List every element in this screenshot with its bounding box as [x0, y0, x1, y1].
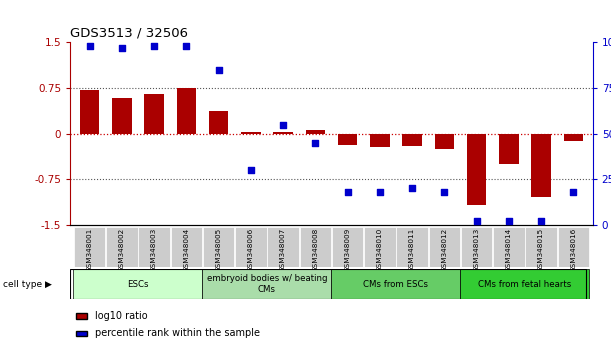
Point	[310, 140, 320, 145]
FancyBboxPatch shape	[461, 227, 492, 267]
Bar	[80, 90, 99, 133]
Point	[407, 185, 417, 191]
FancyBboxPatch shape	[364, 227, 396, 267]
Bar	[209, 110, 229, 133]
Text: GSM348004: GSM348004	[183, 228, 189, 272]
Point	[568, 189, 578, 195]
Bar	[112, 98, 131, 133]
Point	[439, 189, 449, 195]
Text: CMs from ESCs: CMs from ESCs	[364, 280, 428, 289]
FancyBboxPatch shape	[74, 227, 106, 267]
Bar	[467, 133, 486, 205]
Bar	[563, 133, 583, 141]
Point	[536, 218, 546, 224]
Point	[85, 43, 95, 49]
Bar	[532, 133, 551, 198]
FancyBboxPatch shape	[332, 227, 364, 267]
Text: GSM348006: GSM348006	[248, 228, 254, 272]
Text: GDS3513 / 32506: GDS3513 / 32506	[70, 27, 188, 40]
Bar	[241, 132, 260, 133]
FancyBboxPatch shape	[235, 227, 266, 267]
Text: GSM348003: GSM348003	[151, 228, 157, 272]
Point	[181, 43, 191, 49]
Text: GSM348005: GSM348005	[216, 228, 222, 272]
Text: GSM348010: GSM348010	[377, 228, 383, 272]
Text: CMs from fetal hearts: CMs from fetal hearts	[478, 280, 571, 289]
Bar	[274, 132, 293, 133]
Text: GSM348016: GSM348016	[570, 228, 576, 272]
FancyBboxPatch shape	[202, 269, 331, 299]
FancyBboxPatch shape	[493, 227, 525, 267]
Text: GSM348012: GSM348012	[441, 228, 447, 272]
FancyBboxPatch shape	[203, 227, 235, 267]
Text: GSM348008: GSM348008	[312, 228, 318, 272]
FancyBboxPatch shape	[397, 227, 428, 267]
Text: embryoid bodies w/ beating
CMs: embryoid bodies w/ beating CMs	[207, 274, 327, 294]
Bar	[177, 88, 196, 133]
FancyBboxPatch shape	[170, 227, 202, 267]
Point	[149, 43, 159, 49]
Text: GSM348014: GSM348014	[506, 228, 512, 272]
FancyBboxPatch shape	[73, 269, 202, 299]
Text: log10 ratio: log10 ratio	[95, 311, 147, 321]
Text: cell type ▶: cell type ▶	[3, 280, 52, 289]
Bar	[370, 133, 390, 147]
Text: GSM348009: GSM348009	[345, 228, 351, 272]
Point	[117, 45, 126, 51]
Text: GSM348013: GSM348013	[474, 228, 480, 272]
FancyBboxPatch shape	[428, 227, 460, 267]
Point	[343, 189, 353, 195]
Point	[214, 67, 224, 73]
FancyBboxPatch shape	[106, 227, 137, 267]
Bar	[306, 130, 325, 133]
Text: GSM348011: GSM348011	[409, 228, 415, 272]
Point	[278, 122, 288, 127]
Text: GSM348001: GSM348001	[87, 228, 93, 272]
Point	[246, 167, 256, 173]
FancyBboxPatch shape	[331, 269, 461, 299]
FancyBboxPatch shape	[461, 269, 590, 299]
Text: ESCs: ESCs	[127, 280, 148, 289]
Bar	[499, 133, 519, 164]
Text: GSM348015: GSM348015	[538, 228, 544, 272]
Bar	[144, 94, 164, 133]
FancyBboxPatch shape	[299, 227, 331, 267]
Point	[504, 218, 514, 224]
Bar	[434, 133, 454, 149]
FancyBboxPatch shape	[525, 227, 557, 267]
Text: GSM348002: GSM348002	[119, 228, 125, 272]
Text: percentile rank within the sample: percentile rank within the sample	[95, 329, 260, 338]
FancyBboxPatch shape	[557, 227, 589, 267]
FancyBboxPatch shape	[267, 227, 299, 267]
Bar	[338, 133, 357, 144]
Point	[375, 189, 385, 195]
Bar	[403, 133, 422, 146]
Text: GSM348007: GSM348007	[280, 228, 286, 272]
Point	[472, 218, 481, 224]
FancyBboxPatch shape	[138, 227, 170, 267]
